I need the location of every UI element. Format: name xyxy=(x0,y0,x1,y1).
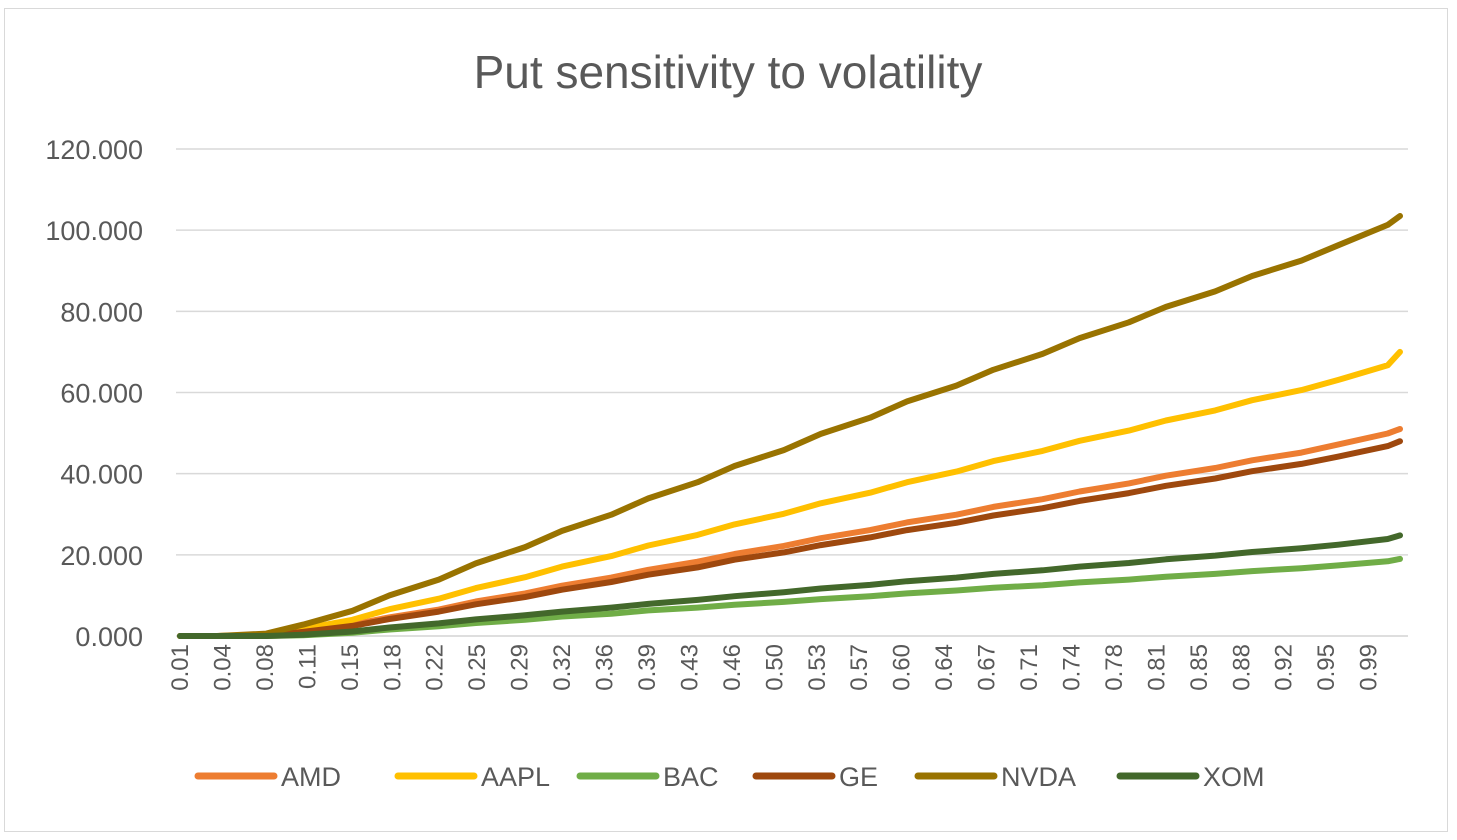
y-tick-label: 120.000 xyxy=(45,135,143,165)
series-line-xom xyxy=(177,532,1403,639)
x-tick-label: 0.39 xyxy=(634,644,661,691)
x-tick-label: 0.95 xyxy=(1313,644,1340,691)
x-tick-label: 0.60 xyxy=(889,644,916,691)
series-line-ge xyxy=(177,438,1403,639)
y-tick-label: 80.000 xyxy=(60,297,143,327)
x-tick-label: 0.43 xyxy=(676,644,703,691)
y-tick-label: 0.000 xyxy=(75,622,143,652)
chart-frame xyxy=(4,8,1448,832)
y-tick-label: 100.000 xyxy=(45,216,143,246)
x-tick-label: 0.53 xyxy=(804,644,831,691)
x-tick-label: 0.36 xyxy=(592,644,619,691)
x-tick-label: 0.08 xyxy=(252,644,279,691)
x-tick-label: 0.01 xyxy=(167,644,194,691)
series-line-nvda xyxy=(177,213,1403,639)
x-tick-label: 0.11 xyxy=(294,644,321,689)
legend-label-nvda: NVDA xyxy=(1001,762,1076,792)
x-tick-label: 0.99 xyxy=(1356,644,1383,691)
x-tick-label: 0.74 xyxy=(1058,644,1085,691)
chart-title: Put sensitivity to volatility xyxy=(474,46,983,98)
x-tick-label: 0.85 xyxy=(1186,644,1213,691)
legend-label-xom: XOM xyxy=(1203,762,1265,792)
x-tick-label: 0.88 xyxy=(1228,644,1255,691)
x-tick-label: 0.15 xyxy=(337,644,364,691)
series-line-aapl xyxy=(177,348,1403,639)
x-tick-label: 0.18 xyxy=(379,644,406,691)
x-tick-label: 0.46 xyxy=(719,644,746,691)
x-tick-label: 0.81 xyxy=(1143,644,1170,691)
x-tick-label: 0.71 xyxy=(1016,644,1043,691)
x-tick-label: 0.22 xyxy=(422,644,449,691)
x-tick-label: 0.50 xyxy=(761,644,788,691)
x-tick-label: 0.04 xyxy=(209,644,236,691)
gridlines xyxy=(176,148,1408,637)
legend-label-bac: BAC xyxy=(663,762,719,792)
series-lines xyxy=(177,213,1403,639)
legend-label-aapl: AAPL xyxy=(481,762,550,792)
legend-label-amd: AMD xyxy=(281,762,341,792)
x-tick-label: 0.78 xyxy=(1101,644,1128,691)
x-tick-label: 0.29 xyxy=(507,644,534,691)
x-tick-label: 0.25 xyxy=(464,644,491,691)
x-tick-label: 0.92 xyxy=(1271,644,1298,691)
x-tick-label: 0.67 xyxy=(974,644,1001,691)
y-tick-label: 60.000 xyxy=(60,379,143,409)
x-tick-label: 0.57 xyxy=(846,644,873,691)
y-axis-ticks: 0.000 20.000 40.000 60.000 80.000 100.000 120.… xyxy=(45,135,143,652)
x-tick-label: 0.64 xyxy=(931,644,958,691)
legend: AMD AAPL BAC GE NVDA XOM xyxy=(194,762,1265,792)
x-tick-label: 0.32 xyxy=(549,644,576,691)
y-tick-label: 40.000 xyxy=(60,460,143,490)
x-axis: 0.01 0.04 0.08 0.11 0.15 0.18 0.22 0.25 0.29 0.32… xyxy=(167,635,1408,691)
y-tick-label: 20.000 xyxy=(60,541,143,571)
legend-label-ge: GE xyxy=(839,762,878,792)
